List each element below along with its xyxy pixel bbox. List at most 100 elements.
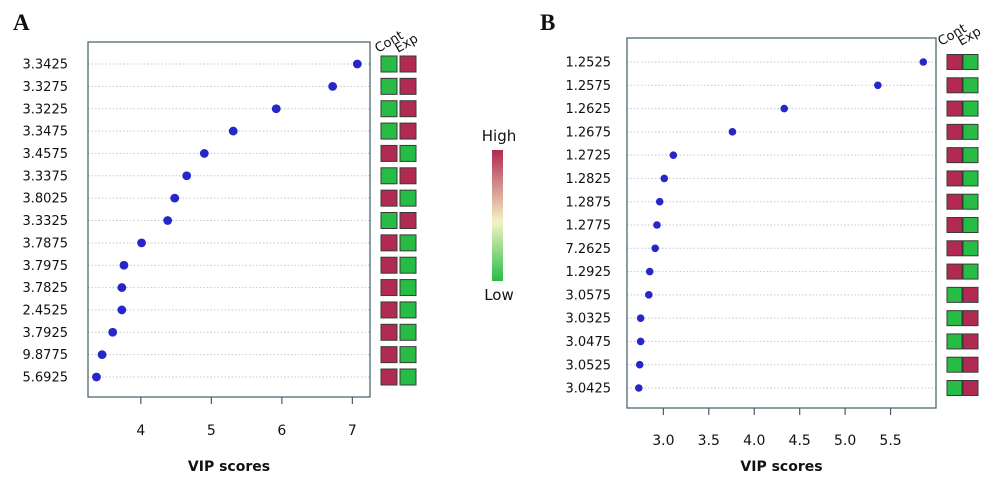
y-tick-label: 3.3375 bbox=[23, 169, 69, 184]
heatmap-cell-exp bbox=[962, 333, 979, 350]
vip-dot bbox=[117, 305, 127, 315]
vip-dot bbox=[271, 104, 281, 114]
heatmap-cell-cont bbox=[946, 193, 963, 210]
y-tick-label: 3.7925 bbox=[23, 326, 69, 341]
heatmap-cell-exp bbox=[399, 234, 417, 252]
heatmap-cell-cont bbox=[946, 263, 963, 280]
x-tick-label: 5 bbox=[207, 423, 216, 439]
heatmap-cell-exp bbox=[962, 147, 979, 164]
heatmap-cell-exp bbox=[962, 77, 979, 94]
vip-dot bbox=[645, 267, 654, 276]
legend-high-label: High bbox=[482, 127, 516, 145]
vip-dot bbox=[669, 151, 678, 159]
heatmap-cell-cont bbox=[946, 333, 963, 350]
heatmap-cell-cont bbox=[946, 54, 963, 70]
y-tick-label: 3.0475 bbox=[566, 335, 612, 350]
heatmap-cell-exp bbox=[962, 170, 979, 187]
heatmap-cell-cont bbox=[380, 100, 398, 118]
heatmap-cell-exp bbox=[962, 286, 979, 303]
heatmap-cell-cont bbox=[380, 323, 398, 341]
x-tick-label: 4 bbox=[136, 423, 145, 439]
y-tick-label: 3.3225 bbox=[23, 102, 69, 117]
heatmap-cell-cont bbox=[380, 144, 398, 162]
y-tick-label: 1.2625 bbox=[566, 102, 612, 117]
y-tick-label: 1.2875 bbox=[566, 195, 612, 210]
heatmap-cell-exp bbox=[399, 212, 417, 229]
heatmap-cell-cont bbox=[946, 380, 963, 396]
y-tick-label: 3.7825 bbox=[23, 281, 69, 296]
vip-dot bbox=[199, 149, 209, 158]
x-tick-label: 4.5 bbox=[789, 433, 811, 449]
heatmap-cell-cont bbox=[946, 217, 963, 233]
heatmap-cell-exp bbox=[962, 193, 979, 210]
vip-dot bbox=[636, 314, 645, 322]
heatmap-cell-exp bbox=[399, 122, 417, 140]
y-tick-label: 3.0325 bbox=[566, 312, 612, 327]
y-tick-label: 3.3325 bbox=[23, 214, 69, 229]
heatmap-cell-cont bbox=[380, 279, 398, 297]
vip-dot bbox=[170, 193, 180, 203]
y-tick-label: 3.4575 bbox=[23, 147, 69, 162]
heatmap-cell-exp bbox=[962, 217, 979, 233]
heatmap-cell-cont bbox=[946, 170, 963, 187]
vip-dot bbox=[92, 372, 101, 382]
heatmap-cell-cont bbox=[380, 234, 398, 252]
vip-dot bbox=[97, 350, 107, 360]
heatmap-cell-cont bbox=[946, 310, 963, 327]
x-tick-label: 5.0 bbox=[834, 433, 856, 449]
heatmap-cell-exp bbox=[399, 301, 417, 319]
vip-dot bbox=[352, 59, 362, 69]
heatmap-cell-cont bbox=[946, 100, 963, 117]
heatmap-cell-exp bbox=[962, 263, 979, 280]
y-tick-label: 1.2825 bbox=[566, 172, 612, 187]
heatmap-cell-exp bbox=[399, 77, 417, 95]
vip-dot bbox=[655, 197, 664, 206]
vip-dot bbox=[645, 291, 653, 299]
heatmap-cell-exp bbox=[399, 189, 417, 207]
panel-label: A bbox=[13, 10, 30, 35]
vip-dot bbox=[328, 81, 338, 91]
heatmap-cell-cont bbox=[380, 256, 398, 274]
heatmap-cell-cont bbox=[946, 147, 963, 164]
y-tick-label: 7.2625 bbox=[566, 242, 612, 257]
x-axis-label: VIP scores bbox=[188, 459, 270, 475]
heatmap-cell-exp bbox=[962, 54, 979, 70]
y-tick-label: 3.3275 bbox=[23, 80, 69, 95]
x-tick-label: 6 bbox=[277, 423, 286, 439]
vip-dot bbox=[780, 104, 789, 113]
y-tick-label: 1.2575 bbox=[566, 79, 612, 94]
heatmap-cell-cont bbox=[380, 301, 398, 319]
heatmap-cell-exp bbox=[399, 279, 417, 297]
y-tick-label: 3.7975 bbox=[23, 259, 69, 274]
vip-dot bbox=[635, 360, 644, 369]
heatmap-cell-cont bbox=[946, 123, 963, 140]
heatmap-cell-exp bbox=[399, 144, 417, 162]
heatmap-cell-exp bbox=[399, 368, 417, 386]
heatmap-cell-exp bbox=[399, 256, 417, 274]
y-tick-label: 1.2725 bbox=[566, 149, 612, 164]
plot-frame bbox=[87, 41, 371, 398]
heatmap-cell-exp bbox=[962, 100, 979, 117]
heatmap-cell-cont bbox=[380, 189, 398, 207]
vip-dot bbox=[728, 128, 737, 136]
heatmap-cell-cont bbox=[380, 212, 398, 229]
y-tick-label: 1.2925 bbox=[566, 265, 612, 280]
vip-dot bbox=[651, 244, 659, 253]
x-tick-label: 3.5 bbox=[698, 433, 720, 449]
x-tick-label: 7 bbox=[348, 423, 357, 439]
vip-dot bbox=[163, 216, 173, 225]
y-tick-label: 3.8025 bbox=[23, 192, 69, 207]
panel-a: A 3.3425 3.3275 3.3225 3.3475 3.4575 3.3375 3.8… bbox=[13, 10, 421, 475]
vip-dot bbox=[660, 174, 669, 183]
y-tick-label: 3.0575 bbox=[566, 288, 612, 303]
heatmap-cell-cont bbox=[380, 55, 398, 73]
plot-frame bbox=[626, 37, 937, 409]
heatmap-cell-cont bbox=[946, 240, 963, 257]
heatmap-cell-cont bbox=[380, 368, 398, 386]
y-tick-label: 1.2775 bbox=[566, 219, 612, 234]
vip-dot bbox=[228, 126, 238, 136]
y-tick-label: 1.2675 bbox=[566, 125, 612, 140]
y-tick-label: 5.6925 bbox=[23, 371, 69, 386]
vip-dot bbox=[137, 238, 146, 248]
